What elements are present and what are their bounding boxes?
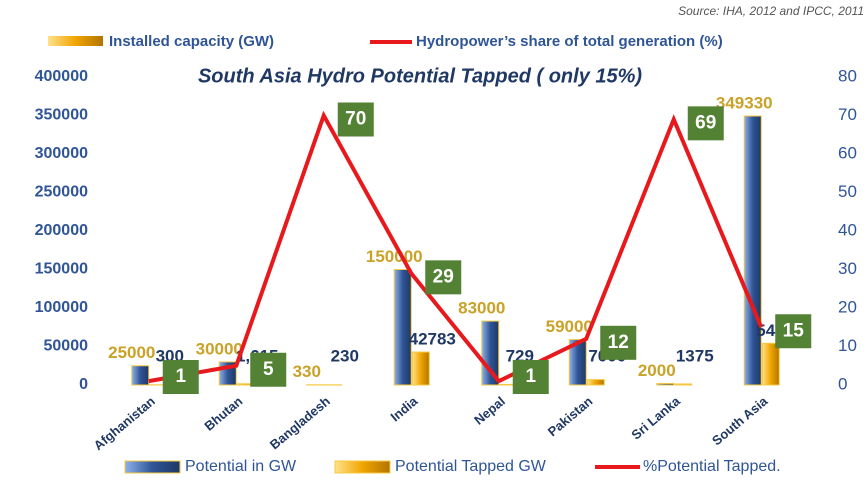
chart-title: South Asia Hydro Potential Tapped ( only… — [198, 65, 642, 87]
x-tick-label: Afghanistan — [91, 393, 158, 453]
y-tick-label: 150000 — [35, 261, 88, 278]
bar — [393, 269, 412, 386]
bar — [743, 115, 762, 386]
data-label: 150000 — [366, 247, 423, 266]
legend-swatch — [124, 460, 181, 474]
bar — [586, 379, 605, 386]
bar — [131, 365, 150, 386]
y-tick-label: 200000 — [35, 222, 88, 239]
x-tick-label: Nepal — [471, 393, 508, 427]
y2-tick-label: 10 — [838, 336, 857, 355]
data-label: 5 — [263, 359, 274, 380]
data-label: 349330 — [716, 94, 773, 113]
x-tick-label: Pakistan — [545, 393, 596, 439]
legend-swatch — [48, 36, 103, 46]
label-box — [337, 102, 374, 137]
data-label: 230 — [331, 346, 359, 365]
data-label: 1 — [525, 366, 536, 387]
data-label: 330 — [293, 362, 321, 381]
bar — [481, 320, 500, 386]
y2-tick-label: 30 — [838, 259, 857, 278]
y2-tick-label: 0 — [838, 374, 847, 393]
y-tick-label: 400000 — [35, 68, 88, 85]
y-tick-label: 0 — [79, 376, 88, 393]
y-tick-label: 350000 — [35, 107, 88, 124]
legend-label: Potential Tapped GW — [395, 458, 547, 475]
x-tick-label: Sri Lanka — [628, 393, 683, 443]
data-label: 69 — [695, 112, 716, 133]
data-label: 42783 — [409, 330, 456, 349]
y2-tick-label: 40 — [838, 220, 857, 239]
y2-tick-label: 70 — [838, 105, 857, 124]
bar — [656, 382, 675, 386]
y-tick-label: 250000 — [35, 184, 88, 201]
legend-label: Installed capacity (GW) — [109, 33, 274, 50]
legend-swatch — [334, 460, 391, 474]
data-label: 1375 — [676, 346, 714, 365]
data-label: 70 — [345, 109, 366, 130]
data-label: 12 — [608, 332, 629, 353]
label-box — [600, 325, 637, 360]
y2-tick-label: 60 — [838, 143, 857, 162]
data-label: 29 — [433, 266, 454, 287]
y-tick-label: 50000 — [44, 338, 89, 355]
label-box — [512, 360, 549, 394]
label-box — [775, 314, 812, 349]
source: Source: IHA, 2012 and IPCC, 2011 — [678, 4, 864, 18]
x-tick-label: Bangladesh — [267, 393, 333, 452]
legend-label: Hydropower’s share of total generation (… — [416, 33, 723, 50]
data-label: 15 — [783, 320, 805, 341]
label-box — [425, 260, 462, 295]
bar — [568, 339, 587, 386]
x-tick-label: Bhutan — [201, 393, 245, 433]
legend-label: Potential in GW — [185, 458, 297, 475]
data-label: 30000 — [196, 339, 243, 358]
label-box — [250, 352, 287, 387]
line — [148, 110, 764, 384]
x-tick-label: India — [388, 393, 421, 424]
y2-tick-label: 20 — [838, 297, 857, 316]
bar — [761, 342, 780, 386]
y-tick-label: 100000 — [35, 299, 88, 316]
data-label: 59000 — [546, 317, 593, 336]
bar — [411, 351, 430, 386]
label-box — [687, 106, 724, 141]
legend-label: %Potential Tapped. — [643, 458, 781, 475]
y-tick-label: 300000 — [35, 145, 88, 162]
bar — [674, 383, 693, 386]
x-tick-label: South Asia — [709, 393, 771, 448]
data-label: 2000 — [638, 361, 676, 380]
data-label: 25000 — [108, 343, 155, 362]
y2-tick-label: 80 — [838, 66, 857, 85]
data-label: 1 — [175, 366, 186, 387]
data-label: 83000 — [458, 299, 505, 318]
label-box — [162, 360, 199, 394]
y2-tick-label: 50 — [838, 182, 857, 201]
